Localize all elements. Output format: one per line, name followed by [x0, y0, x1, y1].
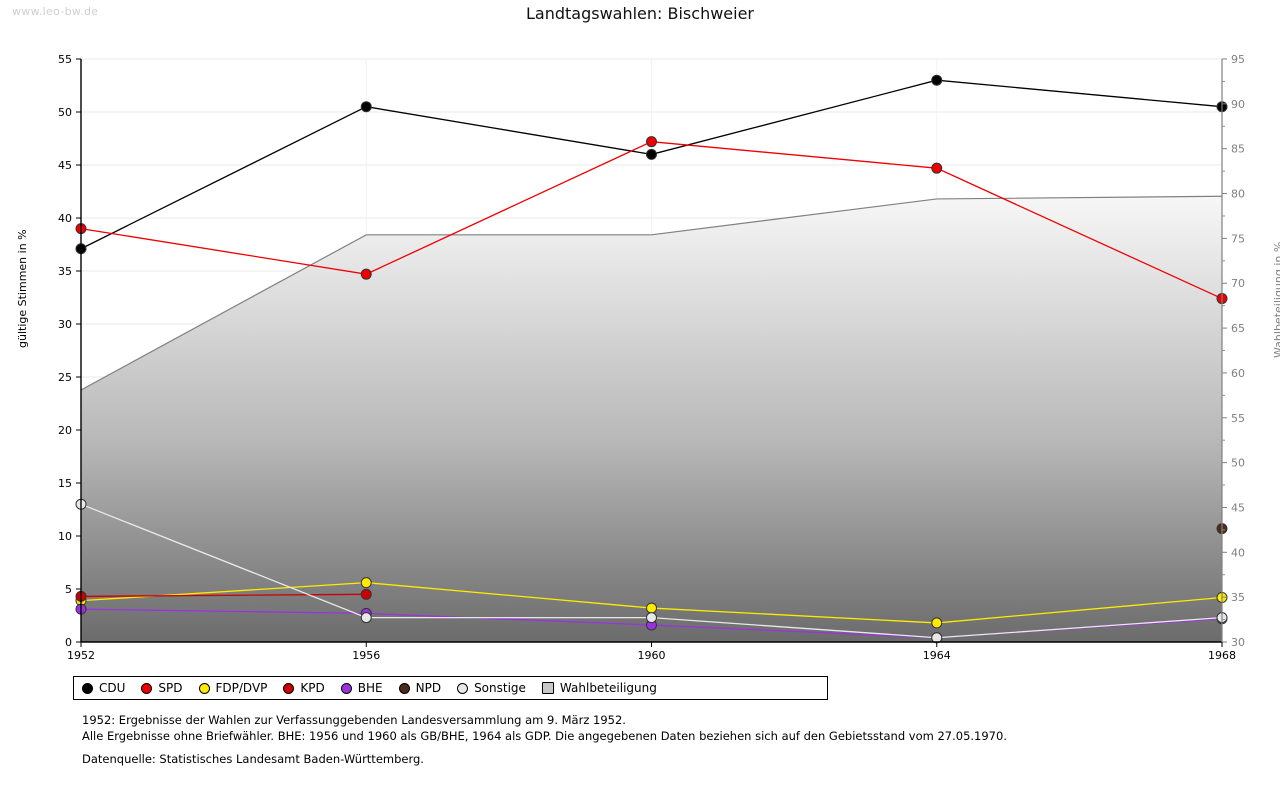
data-point-fdp-dvp-1956	[360, 577, 372, 589]
svg-text:35: 35	[1231, 591, 1245, 604]
data-point-cdu-1956	[360, 101, 372, 113]
data-point-sonstige-1956	[360, 612, 372, 624]
svg-text:55: 55	[1231, 412, 1245, 425]
legend-label: CDU	[99, 681, 126, 695]
svg-text:70: 70	[1231, 277, 1245, 290]
legend-label: SPD	[158, 681, 183, 695]
svg-text:45: 45	[58, 159, 72, 172]
data-point-kpd-1956	[360, 588, 372, 600]
legend-marker-sonstige-icon	[457, 682, 469, 694]
legend-marker-spd-icon	[141, 682, 153, 694]
footnotes: 1952: Ergebnisse der Wahlen zur Verfassu…	[82, 712, 1182, 744]
legend-label: Wahlbeteiligung	[559, 681, 657, 695]
svg-text:1960: 1960	[638, 649, 666, 660]
footnote-line: Alle Ergebnisse ohne Briefwähler. BHE: 1…	[82, 729, 1007, 743]
legend-marker-bhe-icon	[340, 682, 352, 694]
svg-text:30: 30	[1231, 636, 1245, 649]
data-point-sonstige-1960	[646, 612, 657, 624]
svg-text:1956: 1956	[352, 649, 380, 660]
legend-label: Sonstige	[474, 681, 526, 695]
data-point-spd-1964	[931, 162, 943, 174]
data-point-spd-1956	[360, 268, 372, 280]
legend-item-bhe[interactable]: BHE	[340, 681, 383, 695]
svg-text:35: 35	[58, 265, 72, 278]
legend-marker-npd-icon	[398, 682, 410, 694]
legend-item-sonstige[interactable]: Sonstige	[457, 681, 526, 695]
svg-text:15: 15	[58, 477, 72, 490]
legend-marker-fdp-dvp-icon	[198, 682, 210, 694]
svg-text:55: 55	[58, 53, 72, 66]
chart-legend: CDU SPD FDP/DVP KPD BHE NPD Sonstige Wahlbeteil…	[73, 676, 828, 700]
svg-text:30: 30	[58, 318, 72, 331]
legend-item-kpd[interactable]: KPD	[283, 681, 325, 695]
svg-text:75: 75	[1231, 232, 1245, 245]
svg-text:1968: 1968	[1208, 649, 1236, 660]
svg-text:0: 0	[65, 636, 72, 649]
wahlbeteiligung-area	[80, 195, 1223, 642]
chart-svg: 0 5 10 15 20 25 30 35 40 45 50 55 30 35 40 45 50 55 60 65 70…	[58, 53, 1245, 660]
svg-text:1964: 1964	[923, 649, 951, 660]
svg-text:25: 25	[58, 371, 72, 384]
svg-text:50: 50	[58, 106, 72, 119]
svg-text:95: 95	[1231, 53, 1245, 66]
legend-item-cdu[interactable]: CDU	[82, 681, 125, 695]
legend-marker-cdu-icon	[82, 682, 93, 694]
svg-text:10: 10	[58, 530, 72, 543]
legend-label: NPD	[415, 681, 442, 695]
page-title: Landtagswahlen: Bischweier	[525, 4, 754, 23]
legend-label: BHE	[357, 681, 383, 695]
legend-item-spd[interactable]: SPD	[141, 681, 183, 695]
legend-item-npd[interactable]: NPD	[398, 681, 442, 695]
svg-text:50: 50	[1231, 457, 1245, 470]
svg-text:5: 5	[65, 583, 72, 596]
legend-item-wahlbeteiligung[interactable]: Wahlbeteiligung	[541, 681, 657, 695]
chart-plot-area: 0 5 10 15 20 25 30 35 40 45 50 55 30 35 40 45 50 55 60 65 70…	[58, 53, 1245, 660]
watermark: www.leo-bw.de	[12, 5, 99, 18]
tick-labels: 0 5 10 15 20 25 30 35 40 45 50 55 30 35 40 45 50 55 60 65 70…	[58, 53, 1245, 660]
svg-text:20: 20	[58, 424, 72, 437]
svg-text:60: 60	[1231, 367, 1245, 380]
svg-text:40: 40	[1231, 546, 1245, 559]
footnote-line: 1952: Ergebnisse der Wahlen zur Verfassu…	[82, 713, 626, 727]
data-point-spd-1960	[646, 136, 657, 148]
data-source-note: Datenquelle: Statistisches Landesamt Bad…	[82, 752, 424, 766]
data-point-sonstige-1964	[931, 632, 943, 644]
legend-label: KPD	[300, 681, 325, 695]
data-point-cdu-1964	[931, 74, 943, 86]
svg-text:80: 80	[1231, 188, 1245, 201]
svg-text:85: 85	[1231, 143, 1245, 156]
data-point-cdu-1960	[646, 148, 657, 160]
svg-text:1952: 1952	[67, 649, 95, 660]
legend-marker-wahlbeteiligung-icon	[541, 682, 554, 694]
data-point-fdp-dvp-1964	[931, 617, 943, 629]
legend-item-fdp-dvp[interactable]: FDP/DVP	[198, 681, 268, 695]
svg-text:65: 65	[1231, 322, 1245, 335]
legend-label: FDP/DVP	[215, 681, 268, 695]
svg-text:40: 40	[58, 212, 72, 225]
legend-marker-kpd-icon	[283, 682, 295, 694]
data-point-fdp-dvp-1960	[646, 602, 657, 614]
svg-text:45: 45	[1231, 501, 1245, 514]
svg-text:90: 90	[1231, 98, 1245, 111]
